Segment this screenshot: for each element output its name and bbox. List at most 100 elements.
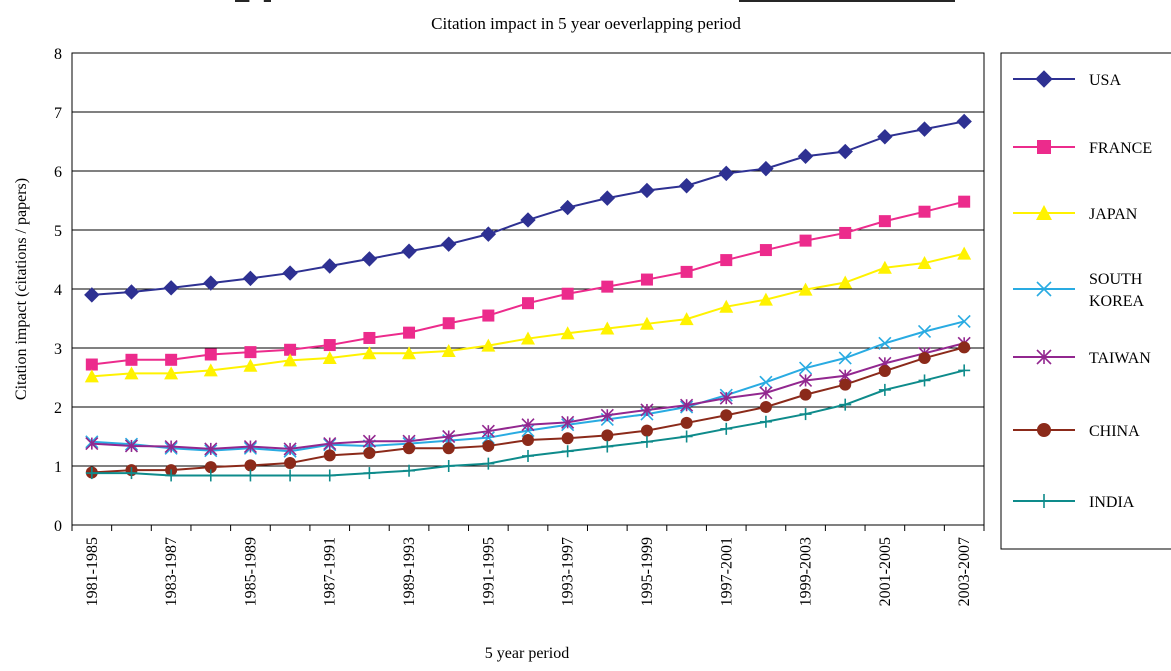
legend-label: JAPAN	[1089, 206, 1138, 223]
data-point-asterisk	[481, 424, 495, 438]
plot-area-frame	[71, 52, 985, 526]
data-point-x	[878, 336, 892, 350]
data-point-circle	[759, 401, 772, 413]
data-point-circle	[799, 388, 812, 401]
data-point-asterisk	[362, 434, 376, 448]
gridlines	[72, 111, 984, 467]
data-point-square	[561, 287, 574, 300]
data-point-square	[204, 348, 217, 361]
data-point-triangle	[124, 366, 139, 380]
y-axis: 0 1 2 3 4 5 6 7 8	[54, 46, 62, 535]
data-point-square	[244, 346, 257, 359]
legend: USA FRANCE JAPAN SOUTH KOREA TAIWAN CHINA INDIA	[1013, 70, 1152, 511]
data-point-plus	[561, 445, 574, 458]
data-point-plus	[1037, 494, 1051, 508]
data-point-square	[284, 343, 297, 356]
data-point-triangle	[521, 331, 535, 345]
data-point-diamond	[758, 160, 774, 177]
data-point-triangle	[243, 358, 258, 372]
legend-item-taiwan: TAIWAN	[1013, 349, 1151, 367]
data-point-circle	[918, 352, 931, 365]
data-point-diamond	[678, 178, 695, 194]
x-axis: 1981-1985 1983-1987 1985-1989 1987-1991 1989…	[71, 525, 985, 606]
data-point-asterisk	[719, 391, 733, 405]
data-point-x	[917, 324, 932, 339]
data-point-asterisk	[798, 373, 813, 388]
legend-item-france: FRANCE	[1013, 140, 1152, 157]
data-point-x-stroke	[1036, 281, 1052, 297]
data-point-circle	[680, 416, 693, 429]
legend-item-china: CHINA	[1013, 423, 1140, 440]
data-point-diamond	[440, 236, 457, 252]
legend-label: SOUTH	[1089, 271, 1143, 288]
chart-subtitle: Citation impact in 5 year oeverlapping p…	[431, 14, 741, 33]
data-point-triangle	[560, 326, 575, 340]
data-point-square	[442, 317, 455, 330]
series-japan	[84, 246, 972, 383]
data-point-x-stroke	[957, 314, 971, 329]
data-point-asterisk	[243, 439, 258, 454]
data-point-x	[1036, 281, 1052, 297]
data-point-diamond	[282, 265, 298, 281]
data-point-diamond	[877, 129, 893, 145]
x-tick-label: 1989-1993	[401, 537, 418, 606]
data-point-diamond	[480, 226, 497, 242]
data-point-plus	[204, 469, 217, 482]
data-point-triangle	[917, 256, 932, 270]
legend-item-usa: USA	[1013, 70, 1121, 89]
data-point-circle	[482, 439, 495, 452]
y-tick-label: 4	[54, 282, 62, 299]
y-tick-label: 0	[54, 518, 62, 535]
data-point-square	[165, 353, 178, 366]
data-point-plus	[839, 398, 852, 411]
data-point-circle	[561, 432, 574, 445]
series-line-japan	[91, 252, 965, 378]
x-tick-label: 2003-2007	[956, 537, 973, 606]
data-point-diamond	[361, 251, 378, 267]
data-point-circle	[878, 365, 891, 378]
cropped-title-glyph-strip	[235, 0, 955, 2]
data-point-square	[403, 326, 416, 339]
data-point-triangle	[758, 292, 773, 306]
y-axis-label: Citation impact (citations / papers)	[13, 178, 30, 400]
series-france	[85, 195, 971, 371]
data-point-square	[323, 339, 336, 352]
data-point-circle	[244, 459, 257, 472]
data-point-asterisk	[759, 386, 773, 400]
series-india	[85, 364, 971, 482]
y-tick-label: 2	[54, 400, 62, 417]
data-point-square	[799, 234, 812, 247]
data-point-circle	[284, 457, 297, 470]
data-point-square	[85, 358, 98, 371]
data-point-plus	[958, 364, 971, 377]
data-point-triangle	[402, 346, 417, 360]
data-point-asterisk	[204, 442, 218, 456]
data-point-triangle	[203, 363, 218, 377]
data-point-asterisk	[85, 437, 99, 451]
data-point-x-stroke	[838, 351, 852, 365]
data-point-square	[918, 205, 931, 218]
series-line-usa	[91, 120, 965, 296]
data-point-diamond	[123, 284, 140, 300]
data-point-triangle	[600, 321, 615, 335]
legend-label: INDIA	[1089, 494, 1135, 511]
data-point-triangle	[679, 312, 694, 326]
data-point-x-stroke	[917, 324, 932, 339]
data-point-triangle	[84, 369, 99, 383]
data-point-circle	[640, 424, 653, 437]
data-point-plus	[244, 469, 257, 482]
data-point-triangle	[1036, 205, 1052, 220]
data-point-circle	[1037, 423, 1051, 437]
data-point-diamond	[559, 199, 576, 216]
data-point-square	[363, 331, 376, 344]
data-point-square	[958, 195, 971, 208]
data-point-square	[482, 309, 495, 322]
x-tick-label: 1997-2001	[718, 537, 735, 606]
data-point-circle	[839, 378, 852, 391]
data-point-asterisk	[1036, 349, 1052, 365]
x-tick-label: 1983-1987	[163, 537, 180, 606]
data-point-diamond	[916, 121, 933, 137]
data-point-plus	[85, 467, 98, 480]
data-point-square	[125, 353, 138, 366]
data-point-diamond	[242, 270, 259, 287]
